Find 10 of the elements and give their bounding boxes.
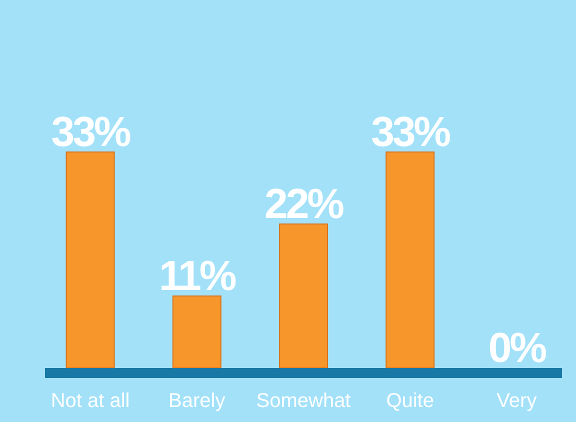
x-tick-label: Barely: [168, 390, 226, 412]
data-label: 33%: [51, 108, 131, 155]
x-tick-label: Very: [496, 390, 537, 412]
x-tick-label: Somewhat: [256, 390, 352, 412]
data-label: 0%: [488, 324, 547, 371]
data-label: 11%: [159, 252, 236, 299]
data-label: 33%: [371, 108, 451, 155]
data-label: 22%: [264, 180, 344, 227]
x-tick-label: Not at all: [50, 390, 130, 412]
x-tick-label: Quite: [386, 390, 434, 412]
